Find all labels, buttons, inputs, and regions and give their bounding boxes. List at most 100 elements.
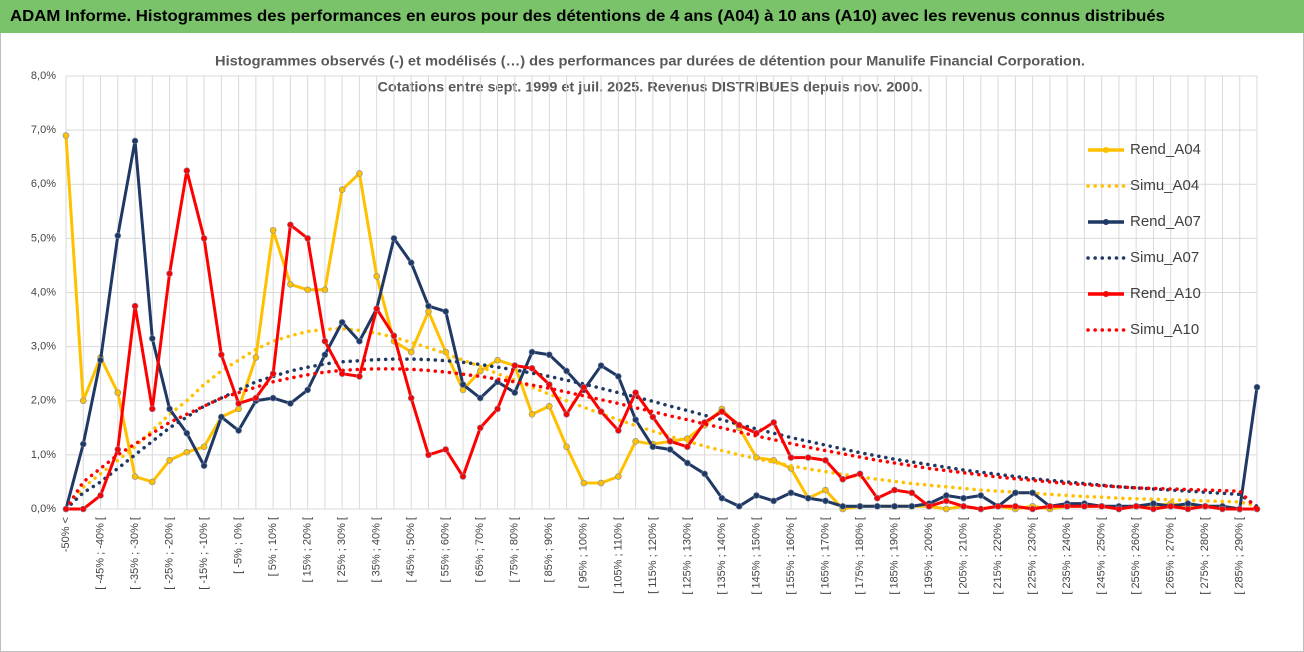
point: [476, 394, 484, 402]
point: [580, 479, 588, 487]
point: [977, 505, 985, 513]
point: [632, 438, 639, 445]
point: [390, 332, 398, 340]
point: [1098, 502, 1105, 510]
point: [97, 356, 104, 364]
point: [494, 356, 501, 364]
point: [666, 446, 674, 453]
point: [546, 351, 553, 359]
point: [580, 383, 588, 391]
chart-subtitle: Cotations entre sept. 1999 et juil. 2025…: [378, 79, 923, 95]
point: [287, 281, 294, 288]
x-tick-label: [ 175% ; 180% [: [854, 517, 866, 595]
point: [79, 397, 87, 405]
point: [356, 337, 363, 345]
legend-label: Simu_A07: [1130, 249, 1199, 266]
legend-label: Rend_A04: [1130, 141, 1201, 158]
point: [511, 389, 519, 396]
point: [511, 362, 519, 369]
point: [546, 402, 553, 410]
point: [1046, 502, 1054, 510]
point: [183, 429, 191, 437]
x-tick-label: [ 265% ; 270% [: [1165, 517, 1177, 595]
point: [114, 232, 122, 239]
x-tick-label: [ 155% ; 160% [: [785, 517, 797, 595]
point: [994, 502, 1002, 510]
point: [684, 443, 691, 451]
point: [822, 456, 829, 464]
point: [873, 502, 881, 510]
point: [873, 494, 881, 502]
x-tick-label: [ 95% ; 100% [: [578, 517, 590, 589]
point: [97, 492, 104, 499]
point: [977, 492, 985, 499]
x-tick-label: [ 255% ; 260% [: [1130, 517, 1142, 595]
point: [252, 354, 260, 361]
x-tick-label: [ 145% ; 150% [: [750, 517, 762, 595]
point: [218, 351, 225, 359]
y-tick-label: 5,0%: [31, 232, 56, 244]
point: [442, 446, 450, 453]
point: [390, 235, 398, 242]
point: [666, 438, 674, 445]
x-tick-label: [ 65% ; 70% [: [474, 517, 486, 582]
point: [252, 394, 260, 402]
point: [1201, 502, 1209, 510]
point: [373, 305, 380, 313]
point: [338, 318, 346, 326]
point: [1012, 489, 1019, 497]
x-tick-label: [ 285% ; 290% [: [1234, 517, 1246, 595]
x-tick-label: [ 135% ; 140% [: [716, 517, 728, 595]
legend-marker: [1103, 147, 1109, 153]
point: [407, 394, 415, 402]
point: [804, 494, 812, 502]
x-tick-label: [ 85% ; 90% [: [543, 517, 555, 582]
header-band: [0, 0, 1304, 33]
point: [269, 394, 277, 402]
point: [269, 226, 277, 234]
point: [856, 470, 864, 478]
point: [684, 459, 691, 467]
y-tick-label: 6,0%: [31, 178, 56, 190]
point: [1029, 505, 1036, 513]
point: [442, 308, 450, 315]
point: [563, 410, 570, 418]
point: [131, 137, 139, 145]
point: [1081, 502, 1088, 510]
point: [804, 454, 812, 461]
point: [908, 502, 916, 510]
point: [1150, 500, 1157, 507]
point: [943, 492, 950, 499]
x-tick-label: [ 105% ; 110% [: [612, 517, 624, 594]
point: [373, 272, 380, 280]
point: [528, 410, 536, 418]
point: [425, 451, 432, 459]
x-tick-label: [ -25% ; -20% [: [163, 517, 175, 590]
x-tick-label: [ 115% ; 120% [: [647, 517, 659, 594]
chart-title: Histogrammes observés (-) et modélisés (…: [215, 53, 1085, 69]
point: [131, 473, 139, 480]
point: [200, 443, 208, 451]
point: [407, 259, 415, 267]
y-tick-label: 7,0%: [31, 124, 56, 136]
y-tick-label: 1,0%: [31, 449, 56, 461]
point: [1115, 505, 1123, 513]
point: [615, 373, 622, 380]
point: [615, 473, 622, 480]
point: [183, 448, 191, 456]
y-tick-label: 0,0%: [31, 503, 56, 515]
point: [425, 308, 432, 315]
point: [753, 492, 760, 499]
point: [459, 381, 467, 388]
point: [425, 302, 432, 310]
point: [908, 489, 916, 497]
point: [770, 419, 777, 426]
point: [166, 270, 173, 277]
point: [856, 502, 864, 510]
point: [563, 367, 570, 375]
x-tick-label: [ -35% ; -30% [: [129, 517, 141, 590]
point: [597, 408, 605, 415]
point: [1184, 500, 1192, 507]
x-tick-label: [ 25% ; 30% [: [336, 517, 348, 582]
